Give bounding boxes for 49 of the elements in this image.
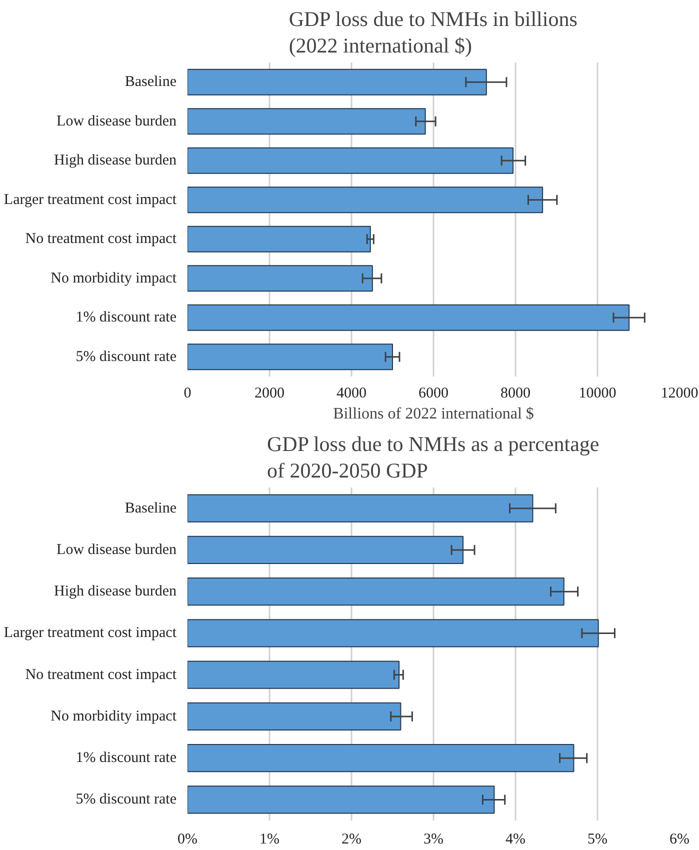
bar	[188, 186, 544, 214]
y-tick-label: 1% discount rate	[76, 310, 177, 326]
x-tick-label: 6%	[670, 832, 690, 848]
x-tick-label: 1%	[260, 832, 280, 848]
x-tick-label: 3%	[424, 832, 444, 848]
x-tick-label: 5%	[588, 832, 608, 848]
y-tick-label: Low disease burden	[56, 542, 177, 558]
bar	[188, 108, 426, 135]
y-tick-label: 5% discount rate	[76, 348, 177, 365]
bar	[188, 536, 464, 564]
bar	[188, 744, 574, 772]
x-tick-label: 0%	[178, 832, 198, 848]
y-tick-label: Low disease burden	[56, 113, 177, 130]
bar	[188, 494, 534, 522]
bar	[188, 344, 393, 370]
bar	[188, 304, 630, 331]
y-tick-label: Larger treatment cost impact	[4, 192, 178, 208]
y-tick-label: 1% discount rate	[76, 750, 177, 766]
y-tick-label: No treatment cost impact	[25, 231, 178, 248]
bar	[188, 660, 400, 689]
chart-title: GDP loss due to NMHs as a percentage of 2020-2050 GDP	[266, 432, 600, 482]
x-tick-label: 0	[184, 386, 192, 402]
y-tick-label: Baseline	[124, 74, 177, 90]
y-tick-label: High disease burden	[54, 152, 177, 169]
x-tick-label: 8000	[500, 386, 530, 402]
y-tick-label: High disease burden	[54, 584, 177, 600]
y-tick-label: No morbidity impact	[50, 708, 178, 724]
x-tick-label: 2000	[254, 386, 284, 402]
bar	[188, 786, 495, 814]
x-tick-label: 6000	[418, 386, 448, 402]
bar	[188, 226, 371, 252]
x-tick-label: 10000	[578, 386, 616, 402]
x-tick-label: 2%	[342, 832, 362, 848]
y-tick-label: 5% discount rate	[76, 792, 177, 808]
bar	[188, 578, 564, 606]
bar	[188, 147, 514, 174]
bar	[188, 68, 487, 96]
y-tick-label: Larger treatment cost impact	[4, 625, 178, 642]
bar	[188, 265, 373, 292]
y-tick-label: Baseline	[124, 500, 177, 516]
x-axis-title: Billions of 2022 international $	[333, 406, 534, 422]
x-tick-label: 4%	[506, 832, 526, 848]
chart-title: GDP loss due to NMHs in billions (2022 international $)	[288, 7, 578, 58]
y-tick-label: No morbidity impact	[50, 270, 178, 286]
y-tick-label: No treatment cost impact	[25, 666, 178, 683]
x-tick-label: 12000	[660, 386, 698, 402]
x-tick-label: 4000	[336, 386, 366, 402]
bar	[188, 619, 599, 648]
bar	[188, 702, 402, 730]
